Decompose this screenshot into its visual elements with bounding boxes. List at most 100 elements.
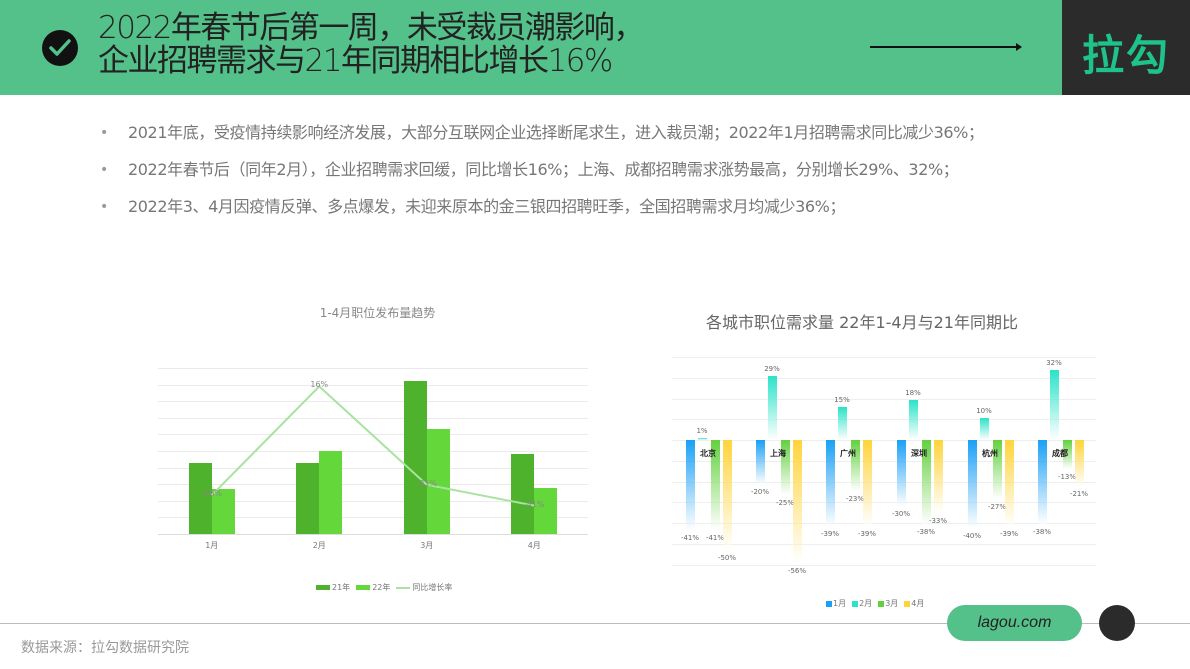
legend-item-yoy: 同比增长率 xyxy=(396,582,452,593)
bar-4月 xyxy=(793,440,802,564)
bar-1月 xyxy=(1038,440,1047,524)
bar-4月 xyxy=(723,440,732,550)
bar-21年 xyxy=(188,462,212,534)
data-label: -38% xyxy=(916,527,936,536)
data-label: -30% xyxy=(891,510,911,518)
grid-line xyxy=(158,467,588,469)
data-label: 32% xyxy=(1046,358,1062,367)
grid-line xyxy=(672,357,1096,358)
data-label: 18% xyxy=(905,389,921,398)
arrow-right-icon xyxy=(870,43,1022,51)
bar-2月 xyxy=(838,407,847,440)
logo-text: 拉勾 xyxy=(1081,31,1170,80)
city-label: 深圳 xyxy=(911,449,927,458)
bar-21年 xyxy=(511,454,535,534)
bar-22年 xyxy=(211,489,235,534)
title-line-1: 2022年春节后第一周，未受裁员潮影响， xyxy=(98,10,644,46)
grid-line xyxy=(158,368,588,369)
data-label: -36% xyxy=(201,489,223,499)
grid-line xyxy=(158,401,588,403)
title-line-2: 企业招聘需求与21年同期相比增长16% xyxy=(98,43,613,79)
data-label: -50% xyxy=(717,554,737,562)
city-label: 上海 xyxy=(770,449,786,458)
grid-line xyxy=(672,440,1096,441)
grid-line xyxy=(158,417,588,419)
data-label: -41% xyxy=(705,534,725,543)
data-label: 15% xyxy=(834,396,850,404)
bar-3月 xyxy=(922,440,931,524)
logo: 拉勾 xyxy=(1062,0,1190,95)
header-bar: 2022年春节后第一周，未受裁员潮影响， 企业招聘需求与21年同期相比增长16% xyxy=(0,0,1062,95)
yoy-line xyxy=(211,384,535,507)
bullet-list: 2021年底，受疫情持续影响经济发展，大部分互联网企业选择断尾求生，进入裁员潮；… xyxy=(100,122,984,233)
data-source: 数据来源：拉勾数据研究院 xyxy=(21,640,189,656)
bullet-item: 2021年底，受疫情持续影响经济发展，大部分互联网企业选择断尾求生，进入裁员潮；… xyxy=(100,122,984,159)
grid-line xyxy=(158,517,588,519)
bar-3月 xyxy=(781,440,790,495)
bar-1月 xyxy=(756,440,765,484)
city-label: 广州 xyxy=(840,449,856,458)
grid-line xyxy=(672,461,1096,462)
legend-item-feb: 2月 xyxy=(852,598,872,609)
left-chart-legend: 21年 22年 同比增长率 xyxy=(316,582,452,593)
website-link[interactable]: lagou.com xyxy=(947,605,1082,641)
data-label: 29% xyxy=(764,365,780,374)
bar-22年 xyxy=(534,487,558,534)
bullet-item: 2022年3、4月因疫情反弹、多点爆发，未迎来原本的金三银四招聘旺季，全国招聘需… xyxy=(100,196,984,233)
data-label: -41% xyxy=(523,499,545,509)
x-tick-label: 2月 xyxy=(312,541,326,550)
data-label: -20% xyxy=(750,488,770,496)
grid-line xyxy=(672,544,1096,545)
bar-4月 xyxy=(1075,440,1084,487)
grid-line xyxy=(672,565,1096,566)
bar-22年 xyxy=(426,429,450,534)
grid-line xyxy=(672,399,1096,400)
data-label: -56% xyxy=(787,567,807,576)
grid-line xyxy=(158,500,588,502)
legend-item-jan: 1月 xyxy=(826,598,846,609)
legend-swatch-icon xyxy=(878,600,885,607)
circle-dot-icon xyxy=(1099,605,1135,641)
bar-21年 xyxy=(296,462,320,534)
right-chart-title: 各城市职位需求量 22年1-4月与21年同期比 xyxy=(706,313,1018,332)
grid-line xyxy=(158,384,588,386)
bar-2月 xyxy=(980,418,989,440)
bar-1月 xyxy=(968,440,977,528)
bullet-item: 2022年春节后（同年2月），企业招聘需求回缓，同比增长16%；上海、成都招聘需… xyxy=(100,159,984,196)
bar-21年 xyxy=(403,381,427,534)
bar-4月 xyxy=(1005,440,1014,526)
legend-swatch-icon xyxy=(826,600,832,607)
bar-2月 xyxy=(1050,369,1059,440)
data-label: -38% xyxy=(1032,527,1052,536)
data-label: -39% xyxy=(857,529,877,538)
legend-line-icon xyxy=(396,586,411,589)
right-chart-legend: 1月 2月 3月 4月 xyxy=(826,598,924,609)
bar-3月 xyxy=(1063,440,1072,469)
data-label: 10% xyxy=(976,407,992,415)
data-label: -33% xyxy=(928,516,948,525)
data-label: -39% xyxy=(820,529,840,538)
footer-divider xyxy=(0,623,1190,624)
data-label: -31% xyxy=(416,478,438,488)
bar-3月 xyxy=(711,440,720,531)
bar-3月 xyxy=(851,440,860,491)
data-label: 1% xyxy=(696,426,708,435)
bar-1月 xyxy=(686,440,695,531)
data-label: -13% xyxy=(1057,472,1077,481)
legend-item-apr: 4月 xyxy=(904,598,924,609)
city-label: 北京 xyxy=(700,449,716,458)
legend-swatch-icon xyxy=(852,600,859,607)
bar-1月 xyxy=(826,440,835,526)
data-label: -40% xyxy=(962,532,982,540)
bar-1月 xyxy=(897,440,906,506)
bar-4月 xyxy=(863,440,872,526)
data-label: -21% xyxy=(1069,490,1089,499)
bar-2月 xyxy=(768,376,777,440)
page-title: 2022年春节后第一周，未受裁员潮影响， 企业招聘需求与21年同期相比增长16% xyxy=(98,10,644,79)
grid-line xyxy=(672,482,1096,483)
city-label: 杭州 xyxy=(982,449,998,458)
x-tick-label: 3月 xyxy=(420,541,434,550)
grid-line xyxy=(672,419,1096,420)
x-axis-line xyxy=(158,534,588,535)
